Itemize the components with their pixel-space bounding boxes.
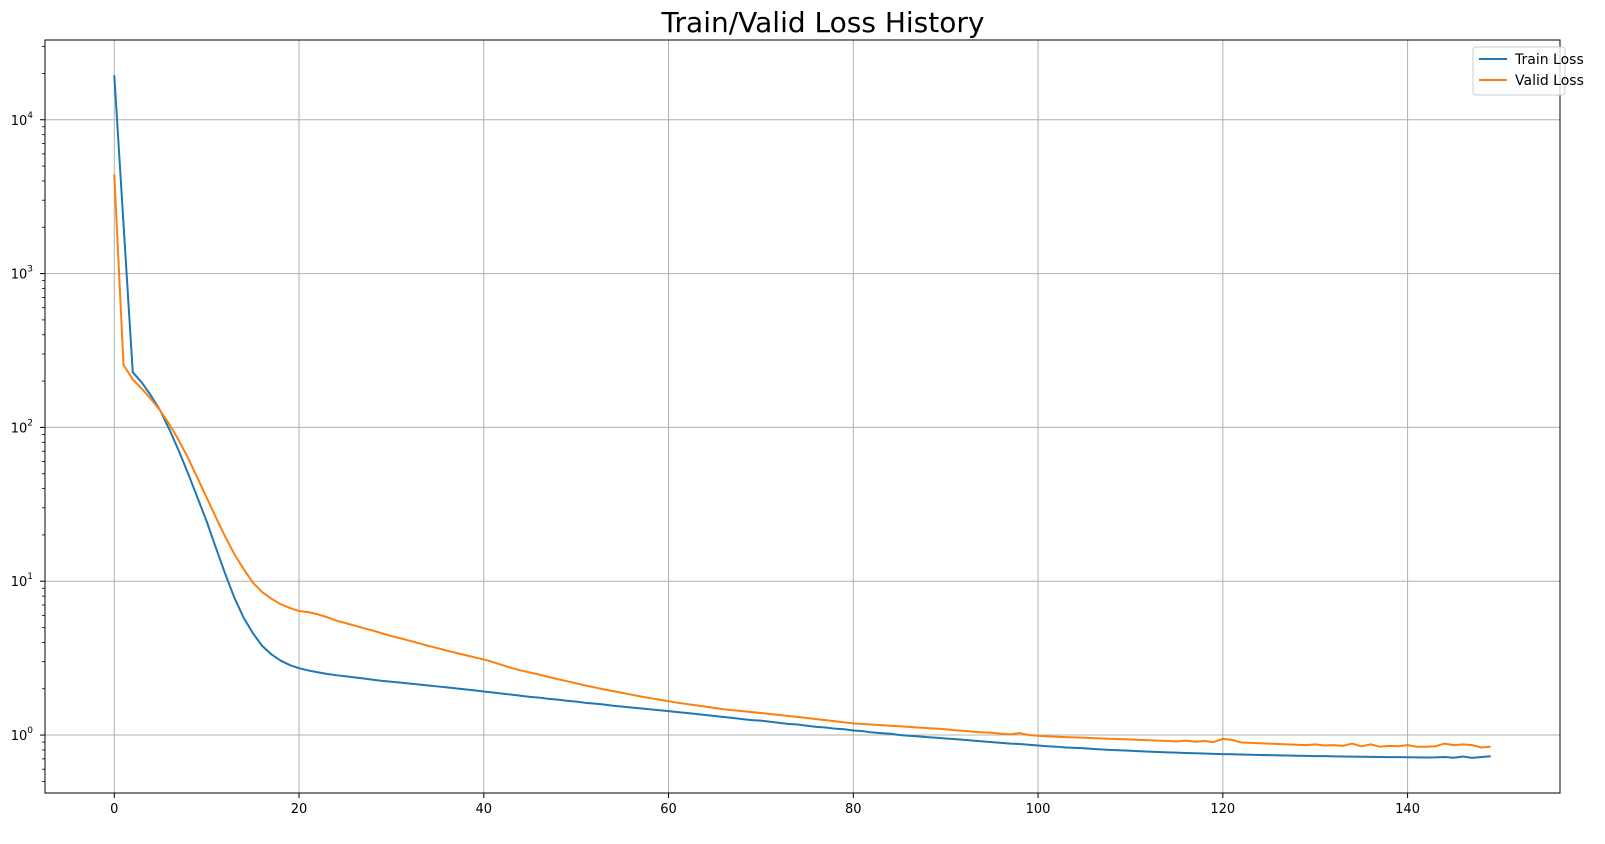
axis-layer: 0 20 40 60 80 100 120 140 100 101 102 103 104 [11, 45, 1420, 817]
grid-layer [45, 40, 1560, 793]
series-line-train-loss [113, 75, 1491, 759]
y-tick-label: 100 [11, 726, 34, 744]
x-tick-label: 140 [1395, 802, 1420, 817]
x-tick-label: 40 [476, 802, 493, 817]
y-tick-label: 104 [11, 111, 34, 129]
x-tick-label: 100 [1026, 802, 1051, 817]
y-tick-label: 103 [11, 265, 33, 283]
x-tick-label: 60 [660, 802, 677, 817]
legend-label: Valid Loss [1515, 73, 1584, 89]
x-tick-label: 20 [291, 802, 308, 817]
plot-frame [44, 39, 1561, 794]
legend: Train Loss Valid Loss [1472, 46, 1584, 96]
legend-label: Train Loss [1514, 52, 1584, 68]
y-tick-label: 102 [11, 418, 33, 436]
x-tick-label: 0 [110, 802, 118, 817]
y-tick-label: 101 [11, 572, 33, 590]
chart-title: Train/Valid Loss History [661, 6, 985, 39]
x-tick-label: 80 [845, 802, 862, 817]
x-tick-label: 120 [1210, 802, 1235, 817]
series-layer [113, 75, 1491, 759]
series-line-valid-loss [113, 174, 1491, 749]
